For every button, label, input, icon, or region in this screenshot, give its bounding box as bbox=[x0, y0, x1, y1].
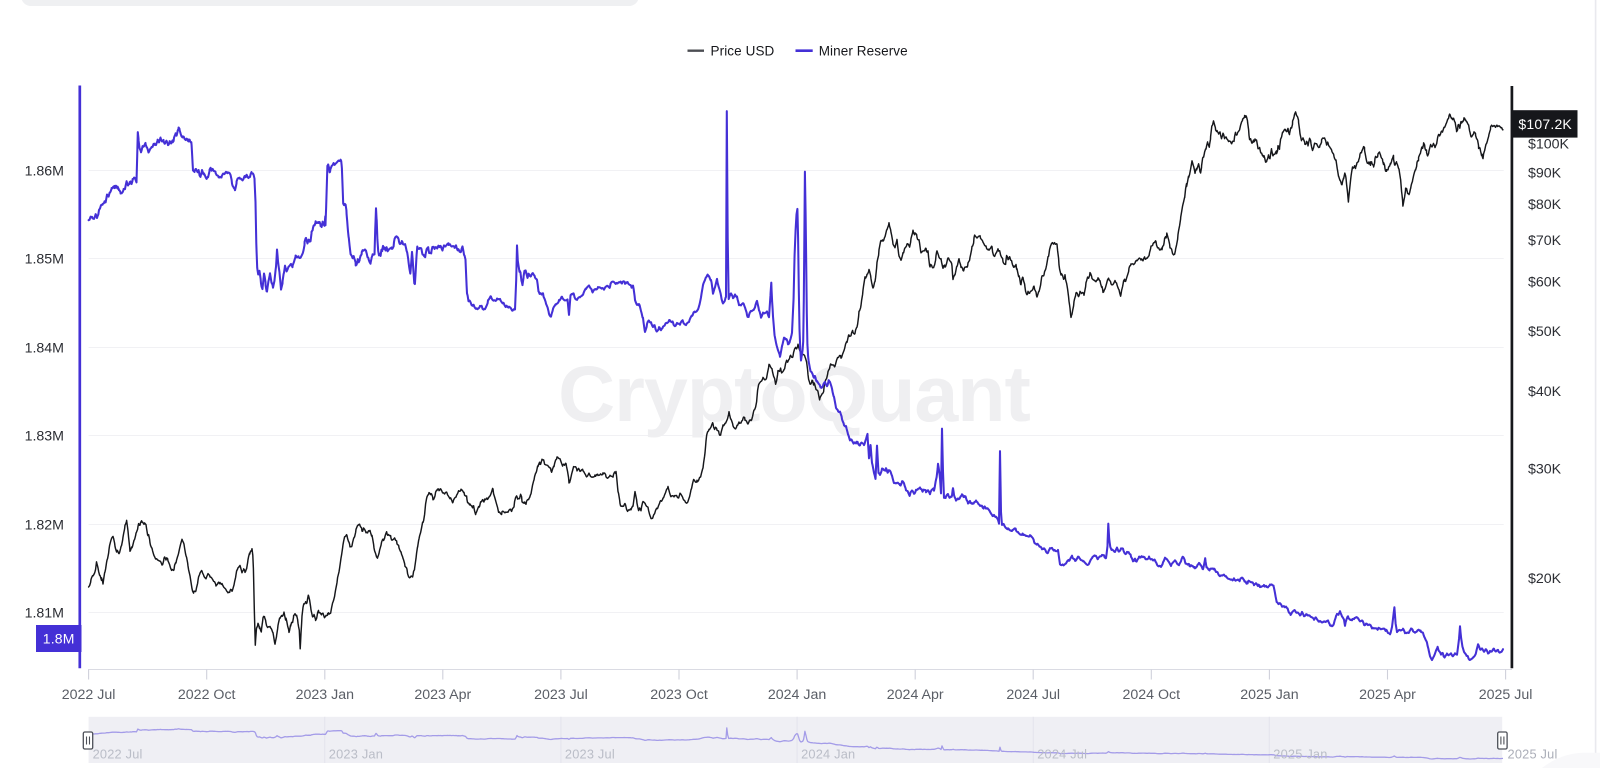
svg-text:2024 Jul: 2024 Jul bbox=[1037, 746, 1087, 761]
svg-text:$70K: $70K bbox=[1528, 233, 1562, 249]
svg-text:1.83M: 1.83M bbox=[25, 428, 64, 444]
svg-text:Price USD: Price USD bbox=[711, 43, 775, 58]
svg-text:1.84M: 1.84M bbox=[25, 340, 64, 356]
svg-text:2022 Jul: 2022 Jul bbox=[93, 746, 143, 761]
svg-text:2024 Apr: 2024 Apr bbox=[887, 687, 944, 703]
svg-text:2023 Jul: 2023 Jul bbox=[565, 746, 615, 761]
svg-text:2025 Jan: 2025 Jan bbox=[1273, 746, 1327, 761]
svg-text:$20K: $20K bbox=[1528, 571, 1562, 587]
svg-text:2024 Oct: 2024 Oct bbox=[1123, 687, 1181, 703]
svg-text:2023 Apr: 2023 Apr bbox=[414, 687, 471, 703]
svg-text:$50K: $50K bbox=[1528, 324, 1562, 340]
svg-text:$100K: $100K bbox=[1528, 137, 1570, 153]
svg-text:2023 Jul: 2023 Jul bbox=[534, 687, 588, 703]
svg-text:2024 Jan: 2024 Jan bbox=[801, 746, 855, 761]
svg-text:Miner Reserve: Miner Reserve bbox=[819, 43, 908, 58]
svg-text:$90K: $90K bbox=[1528, 165, 1562, 181]
svg-text:2024 Jul: 2024 Jul bbox=[1006, 687, 1060, 703]
svg-text:1.85M: 1.85M bbox=[25, 251, 64, 267]
svg-text:2023 Oct: 2023 Oct bbox=[650, 687, 708, 703]
svg-text:2025 Jan: 2025 Jan bbox=[1240, 687, 1298, 703]
svg-text:CryptoQuant: CryptoQuant bbox=[558, 349, 1030, 438]
svg-text:$40K: $40K bbox=[1528, 384, 1562, 400]
svg-text:$30K: $30K bbox=[1528, 462, 1562, 478]
svg-text:1.82M: 1.82M bbox=[25, 517, 64, 533]
svg-text:2023 Jan: 2023 Jan bbox=[329, 746, 383, 761]
svg-text:2025 Jul: 2025 Jul bbox=[1508, 746, 1558, 761]
svg-text:1.8M: 1.8M bbox=[43, 631, 75, 647]
svg-text:2024 Jan: 2024 Jan bbox=[768, 687, 826, 703]
svg-text:2022 Jul: 2022 Jul bbox=[62, 687, 116, 703]
svg-text:2022 Oct: 2022 Oct bbox=[178, 687, 236, 703]
svg-text:1.86M: 1.86M bbox=[25, 163, 64, 179]
svg-text:2023 Jan: 2023 Jan bbox=[296, 687, 354, 703]
svg-text:1.81M: 1.81M bbox=[25, 605, 64, 621]
svg-text:2025 Apr: 2025 Apr bbox=[1359, 687, 1416, 703]
svg-text:$80K: $80K bbox=[1528, 197, 1562, 213]
svg-text:2025 Jul: 2025 Jul bbox=[1479, 687, 1533, 703]
svg-text:$60K: $60K bbox=[1528, 275, 1562, 291]
svg-text:$107.2K: $107.2K bbox=[1518, 116, 1572, 132]
